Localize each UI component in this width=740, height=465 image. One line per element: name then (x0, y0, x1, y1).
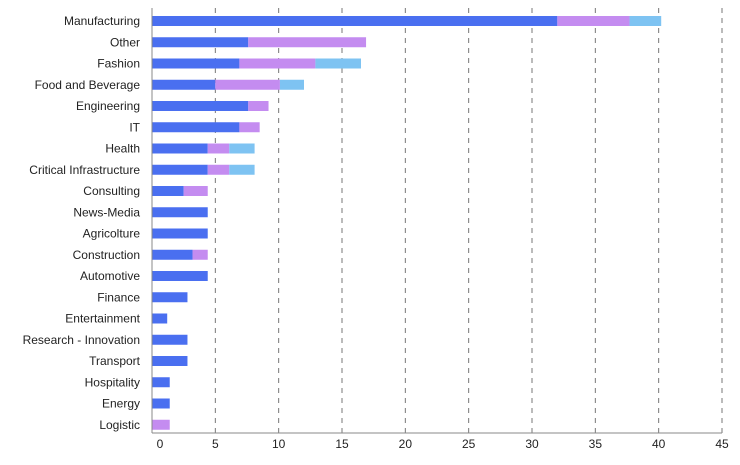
x-tick-label: 5 (212, 437, 219, 451)
bar-segment (152, 164, 208, 175)
bar-segment (152, 398, 170, 409)
bar-segment (152, 16, 558, 26)
category-label: Entertainment (65, 312, 140, 326)
bar-segment (315, 58, 361, 69)
category-label: Other (110, 35, 140, 49)
category-label: Logistic (99, 418, 140, 432)
bar-segment (152, 101, 249, 111)
category-label: Fashion (97, 57, 140, 71)
bar-segment (279, 79, 304, 90)
x-tick-label: 0 (157, 437, 164, 451)
bar-segment (152, 228, 208, 239)
category-label: Manufacturing (64, 14, 140, 28)
axis-layer (151, 8, 722, 434)
category-label: Engineering (76, 99, 140, 113)
bar-segment (152, 58, 240, 69)
category-label: Energy (102, 397, 140, 411)
x-tick-label: 35 (589, 437, 603, 451)
bar-segment (152, 356, 188, 366)
x-tick-label: 10 (272, 437, 286, 451)
bar-segment (152, 377, 170, 388)
bar-segment (152, 186, 184, 196)
category-label: Critical Infrastructure (29, 163, 140, 177)
bar-segment (152, 334, 188, 345)
bar-segment (152, 292, 188, 303)
category-label: News-Media (73, 205, 140, 219)
bar-layer (152, 16, 662, 430)
bar-segment (229, 164, 255, 175)
bar-segment (152, 207, 208, 218)
bar-segment (192, 249, 208, 260)
x-tick-label: 15 (335, 437, 349, 451)
bar-segment (152, 79, 216, 90)
category-label: Research - Innovation (23, 333, 140, 347)
bar-segment (239, 122, 260, 133)
x-tick-label: 25 (462, 437, 476, 451)
bar-segment (239, 58, 316, 69)
bar-segment (207, 164, 230, 175)
category-label: Construction (73, 248, 140, 262)
bar-segment (229, 143, 255, 154)
bar-segment (152, 143, 208, 154)
bar-segment (248, 37, 367, 48)
bar-segment (215, 79, 280, 90)
category-label: Finance (97, 290, 140, 304)
bar-segment (152, 313, 168, 324)
bar-segment (152, 122, 240, 133)
category-label: IT (129, 120, 140, 134)
category-label: Consulting (83, 184, 140, 198)
bar-segment (207, 143, 230, 154)
bar-segment (629, 16, 662, 26)
bar-segment (152, 419, 170, 430)
category-label: Health (105, 142, 140, 156)
category-label: Food and Beverage (35, 78, 141, 92)
bar-segment (183, 186, 208, 196)
bar-segment (557, 16, 630, 26)
category-label: Agricolture (83, 227, 141, 241)
x-tick-label: 20 (399, 437, 413, 451)
x-tick-label: 30 (525, 437, 539, 451)
bar-segment (152, 37, 249, 48)
bar-segment (152, 249, 193, 260)
category-label: Automotive (80, 269, 140, 283)
bar-segment (152, 271, 208, 281)
grid-layer (214, 8, 723, 433)
bar-segment (248, 101, 269, 111)
category-label: Hospitality (85, 375, 140, 389)
label-layer: 0 5 10 15 20 25 30 35 40 45 Manufacturing Other Fash… (23, 14, 729, 451)
x-tick-label: 40 (652, 437, 666, 451)
category-label: Transport (89, 354, 141, 368)
x-tick-label: 45 (715, 437, 729, 451)
